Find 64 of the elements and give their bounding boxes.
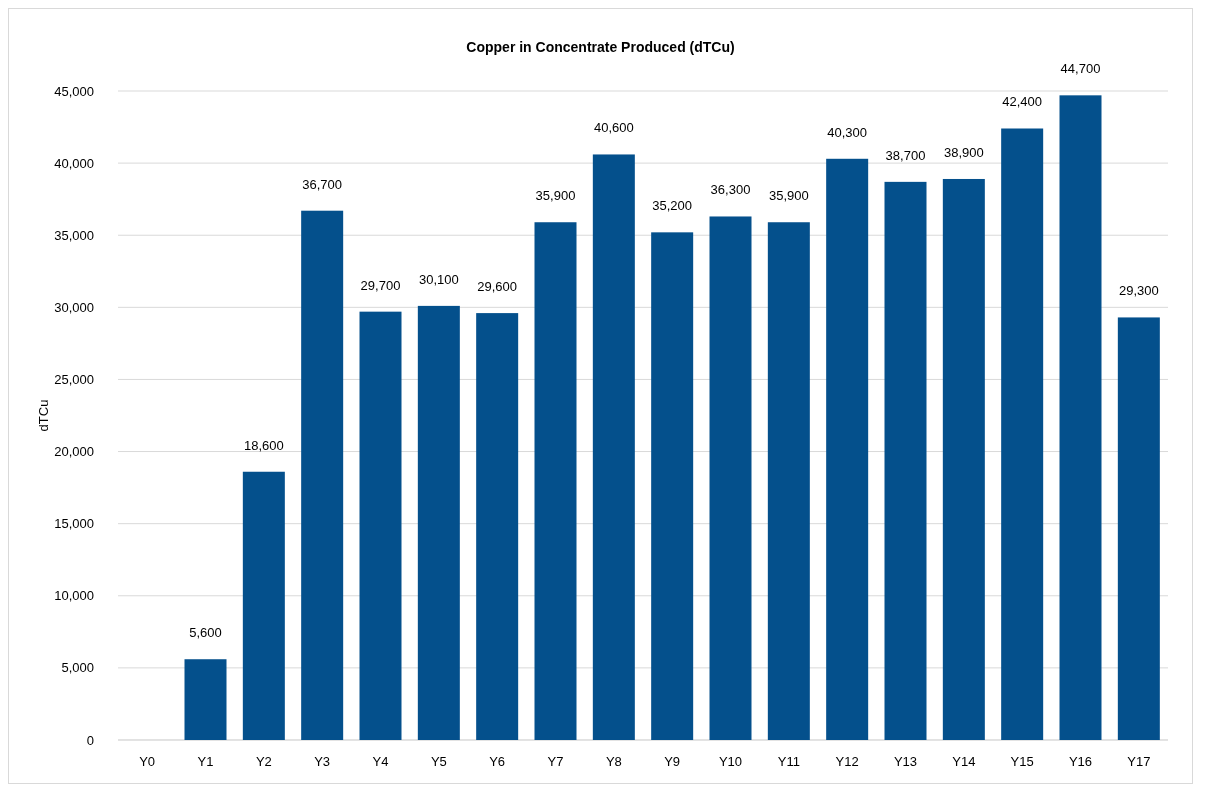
data-label: 5,600: [189, 625, 222, 641]
data-label: 40,600: [593, 120, 634, 136]
x-tick-label: Y1: [197, 754, 214, 769]
bar: [1001, 128, 1044, 740]
x-tick-label: Y12: [835, 754, 859, 769]
bar: [1059, 95, 1102, 740]
y-tick-label: 10,000: [54, 588, 94, 604]
bar: [417, 305, 460, 740]
bar: [242, 471, 285, 740]
bar: [826, 158, 869, 740]
data-label: 29,300: [1118, 283, 1159, 299]
y-tick-label: 15,000: [54, 516, 94, 532]
y-tick-label: 20,000: [54, 444, 94, 460]
y-tick-label: 45,000: [54, 83, 94, 99]
x-tick-label: Y16: [1068, 754, 1093, 769]
data-label: 36,300: [710, 182, 751, 198]
data-label: 29,600: [477, 279, 518, 295]
bar: [709, 216, 752, 740]
bar: [1117, 317, 1160, 740]
bar: [301, 210, 344, 740]
y-tick-label: 35,000: [54, 227, 94, 243]
x-tick-label: Y5: [430, 754, 447, 769]
y-axis-title: dTCu: [36, 399, 51, 432]
x-tick-label: Y9: [664, 754, 681, 769]
y-tick-label: 30,000: [54, 299, 94, 315]
y-tick-label: 0: [86, 732, 94, 748]
bar: [942, 178, 985, 740]
data-label: 38,700: [885, 147, 926, 163]
y-tick-label: 40,000: [54, 155, 94, 171]
x-tick-label: Y8: [605, 754, 622, 769]
y-tick-label: 5,000: [61, 660, 94, 676]
data-label: 40,300: [827, 124, 868, 140]
x-tick-label: Y14: [952, 754, 976, 769]
data-label: 35,900: [768, 188, 809, 204]
x-tick-label: Y11: [777, 754, 800, 769]
bar: [359, 311, 402, 740]
data-label: 30,100: [418, 271, 459, 287]
x-tick-label: Y2: [255, 754, 272, 769]
data-label: 42,400: [1002, 94, 1043, 110]
data-label: 18,600: [243, 437, 284, 453]
data-label: 35,200: [652, 198, 693, 214]
x-tick-label: Y4: [372, 754, 389, 769]
chart-title: Copper in Concentrate Produced (dTCu): [466, 39, 735, 55]
x-tick-label: Y6: [489, 754, 506, 769]
x-tick-label: Y15: [1010, 754, 1034, 769]
x-tick-label: Y10: [718, 754, 743, 769]
data-label: 44,700: [1060, 61, 1101, 77]
x-tick-label: Y13: [893, 754, 918, 769]
bar: [884, 181, 927, 740]
data-label: 36,700: [302, 176, 343, 192]
bar: [534, 222, 577, 740]
data-label: 35,900: [535, 188, 576, 204]
y-tick-label: 25,000: [54, 371, 94, 387]
bar: [767, 222, 810, 740]
x-tick-label: Y17: [1127, 754, 1151, 769]
bar: [476, 313, 519, 740]
bar: [184, 659, 227, 740]
data-label: 29,700: [360, 277, 401, 293]
x-tick-label: Y3: [314, 754, 331, 769]
bar: [651, 232, 694, 740]
data-label: 38,900: [943, 144, 984, 160]
x-tick-label: Y0: [139, 754, 156, 769]
x-tick-label: Y7: [547, 754, 564, 769]
bar: [592, 154, 635, 740]
